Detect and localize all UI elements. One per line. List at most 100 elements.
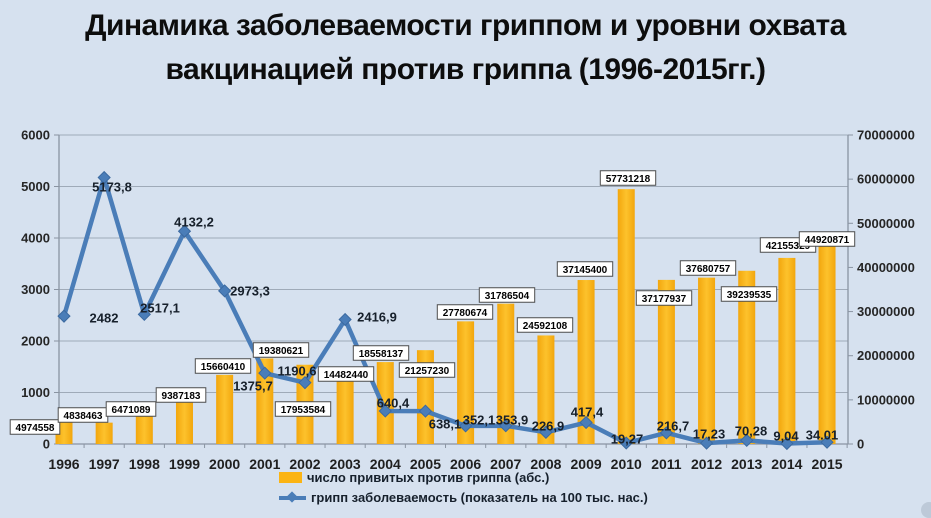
line-marker-2006 <box>458 419 473 433</box>
x-axis-year-label: 2008 <box>530 456 561 472</box>
bar-value-label: 44920871 <box>805 235 850 246</box>
line-data-labels: 2482 5173,8 2517,1 4132,2 2973,3 1375,7 1190,6… <box>90 180 839 447</box>
x-axis-year-label: 1998 <box>129 456 160 472</box>
line-value-label: 19,27 <box>611 432 644 447</box>
line-marker-1996 <box>57 309 71 323</box>
bar-value-label: 31786504 <box>485 291 530 302</box>
line-marker-2011 <box>659 426 674 440</box>
bar-value-label: 9387183 <box>162 391 201 402</box>
bar-value-label: 15660410 <box>201 362 246 373</box>
left-axis-tick-label: 2000 <box>21 334 50 349</box>
bar-2010 <box>617 189 635 444</box>
right-axis-tick-label: 0 <box>857 437 864 452</box>
line-marker-2005 <box>418 404 433 418</box>
x-axis-year-label: 2001 <box>249 456 280 472</box>
bar-2009 <box>577 280 595 444</box>
bar-2014 <box>778 257 796 444</box>
x-axis-year-label: 2003 <box>330 456 361 472</box>
bar-value-label: 27780674 <box>443 308 488 319</box>
line-value-label: 2973,3 <box>230 284 270 299</box>
line-value-label: 9,04 <box>773 429 799 444</box>
bar-value-label: 14482440 <box>324 370 369 381</box>
x-axis-year-label: 2011 <box>651 456 682 472</box>
bar-value-label: 37177937 <box>642 294 687 305</box>
incidence-line <box>57 170 834 451</box>
line-value-label: 5173,8 <box>92 180 132 195</box>
x-axis-year-label: 2014 <box>771 456 802 472</box>
x-axis-year-label: 2010 <box>611 456 642 472</box>
line-value-label: 70,28 <box>735 424 768 439</box>
left-axis-tick-label: 5000 <box>21 179 50 194</box>
x-axis-year-label: 2004 <box>370 456 401 472</box>
line-marker-2014 <box>780 436 794 451</box>
line-marker-1999 <box>177 224 192 238</box>
line-value-label: 1375,7 <box>233 379 273 394</box>
line-value-label: 17,23 <box>693 427 726 442</box>
bar-2015 <box>818 245 836 444</box>
line-value-label: 2416,9 <box>357 310 397 325</box>
right-axis-tick-label: 50000000 <box>857 216 915 231</box>
line-marker-2004 <box>378 404 392 418</box>
chart-title-line2: вакцинацией против гриппа (1996-2015гг.) <box>165 53 766 86</box>
line-value-label: 353,9 <box>496 413 529 428</box>
decorative-corner-circle <box>921 502 931 518</box>
bar-value-label: 37680757 <box>686 264 731 275</box>
x-axis-year-label: 2009 <box>571 456 602 472</box>
line-marker-2009 <box>579 415 593 430</box>
legend-item-incidence: грипп заболеваемость (показатель на 100 … <box>279 490 648 505</box>
bar-1997 <box>95 422 113 444</box>
chart-legend: число привитых против гриппа (абс.) грип… <box>279 470 648 505</box>
bar-1999 <box>175 402 193 444</box>
left-axis-tick-label: 6000 <box>21 128 50 143</box>
bar-2011 <box>657 279 675 444</box>
bar-value-label: 24592108 <box>523 321 568 332</box>
legend-item-vaccinated: число привитых против гриппа (абс.) <box>279 470 648 485</box>
x-axis-year-label: 2005 <box>410 456 441 472</box>
line-marker-2003 <box>338 312 352 327</box>
bar-2000 <box>216 374 234 444</box>
bar-value-label: 6471089 <box>112 405 151 416</box>
line-value-label: 4132,2 <box>174 215 214 230</box>
bar-2006 <box>457 321 475 444</box>
bar-value-label: 39239535 <box>727 290 772 301</box>
right-axis-tick-label: 70000000 <box>857 128 915 143</box>
left-axis-tick-label: 3000 <box>21 282 50 297</box>
right-axis-tick-label: 20000000 <box>857 348 915 363</box>
line-value-label: 226,9 <box>532 419 565 434</box>
x-axis-year-label: 2002 <box>289 456 320 472</box>
left-axis-tick-label: 4000 <box>21 231 50 246</box>
right-axis-tick-label: 60000000 <box>857 172 915 187</box>
bar-2007 <box>497 303 515 444</box>
line-value-label: 2482 <box>90 311 119 326</box>
line-swatch-icon <box>279 491 306 503</box>
bar-value-label: 42155329 <box>766 241 811 252</box>
x-axis-year-label: 2007 <box>490 456 521 472</box>
bar-1998 <box>135 415 153 444</box>
bar-value-label: 37145400 <box>563 265 608 276</box>
bar-value-label: 57731218 <box>606 174 651 185</box>
left-axis-tick-label: 0 <box>43 437 50 452</box>
bar-value-label: 21257230 <box>405 366 450 377</box>
bar-2001 <box>256 358 274 444</box>
line-value-label: 638,1 <box>429 417 462 432</box>
bar-2004 <box>376 362 394 444</box>
bar-2003 <box>336 380 354 444</box>
bar-value-label: 4974558 <box>16 423 55 434</box>
axes: 6000 5000 4000 3000 2000 1000 0 70000000 6000000… <box>21 128 915 473</box>
chart-title-line1: Динамика заболеваемости гриппом и уровни… <box>85 9 846 42</box>
line-marker-2000 <box>217 284 232 298</box>
line-marker-2008 <box>539 425 553 439</box>
x-axis-year-label: 1996 <box>48 456 79 472</box>
right-axis-tick-label: 40000000 <box>857 260 915 275</box>
bar-2013 <box>738 270 756 444</box>
line-marker-2001 <box>258 366 272 380</box>
right-axis-tick-label: 10000000 <box>857 392 915 407</box>
x-axis-year-label: 1997 <box>89 456 120 472</box>
chart-title: Динамика заболеваемости гриппом и уровни… <box>0 4 931 92</box>
line-marker-1998 <box>137 307 151 322</box>
bar-value-label: 4838463 <box>64 411 103 422</box>
x-axis-year-label: 2015 <box>811 456 842 472</box>
x-axis-year-label: 2012 <box>691 456 722 472</box>
line-marker-2002 <box>298 376 312 390</box>
